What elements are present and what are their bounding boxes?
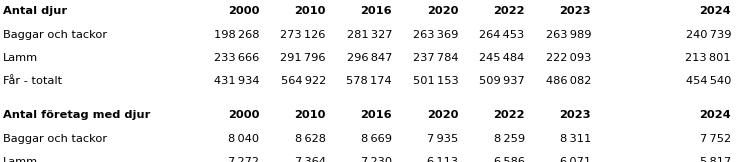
Text: 7 935: 7 935: [427, 134, 458, 144]
Text: Lamm: Lamm: [3, 157, 38, 162]
Text: Antal djur: Antal djur: [3, 6, 67, 17]
Text: 2020: 2020: [427, 110, 458, 121]
Text: 2016: 2016: [360, 6, 392, 17]
Text: Lamm: Lamm: [3, 53, 38, 63]
Text: 2022: 2022: [493, 6, 525, 17]
Text: 213 801: 213 801: [685, 53, 731, 63]
Text: 2000: 2000: [228, 110, 259, 121]
Text: 2010: 2010: [294, 110, 326, 121]
Text: 222 093: 222 093: [545, 53, 591, 63]
Text: 8 628: 8 628: [295, 134, 326, 144]
Text: 281 327: 281 327: [346, 30, 392, 40]
Text: 240 739: 240 739: [685, 30, 731, 40]
Text: 264 453: 264 453: [480, 30, 525, 40]
Text: 2023: 2023: [559, 110, 591, 121]
Text: 263 369: 263 369: [413, 30, 458, 40]
Text: 454 540: 454 540: [685, 76, 731, 86]
Text: 2020: 2020: [427, 6, 458, 17]
Text: 501 153: 501 153: [413, 76, 458, 86]
Text: 8 040: 8 040: [228, 134, 259, 144]
Text: Baggar och tackor: Baggar och tackor: [3, 30, 107, 40]
Text: Antal företag med djur: Antal företag med djur: [3, 110, 150, 121]
Text: Baggar och tackor: Baggar och tackor: [3, 134, 107, 144]
Text: 237 784: 237 784: [413, 53, 458, 63]
Text: 2024: 2024: [699, 110, 731, 121]
Text: 6 113: 6 113: [427, 157, 458, 162]
Text: 7 752: 7 752: [700, 134, 731, 144]
Text: 431 934: 431 934: [214, 76, 259, 86]
Text: 6 586: 6 586: [494, 157, 525, 162]
Text: 233 666: 233 666: [214, 53, 259, 63]
Text: 2023: 2023: [559, 6, 591, 17]
Text: 2022: 2022: [493, 110, 525, 121]
Text: 263 989: 263 989: [545, 30, 591, 40]
Text: 7 272: 7 272: [228, 157, 259, 162]
Text: 486 082: 486 082: [545, 76, 591, 86]
Text: 509 937: 509 937: [479, 76, 525, 86]
Text: 564 922: 564 922: [281, 76, 326, 86]
Text: 198 268: 198 268: [214, 30, 259, 40]
Text: 8 669: 8 669: [361, 134, 392, 144]
Text: 291 796: 291 796: [280, 53, 326, 63]
Text: 5 817: 5 817: [700, 157, 731, 162]
Text: 296 847: 296 847: [346, 53, 392, 63]
Text: 7 230: 7 230: [361, 157, 392, 162]
Text: 2016: 2016: [360, 110, 392, 121]
Text: 273 126: 273 126: [280, 30, 326, 40]
Text: 7 364: 7 364: [295, 157, 326, 162]
Text: 8 259: 8 259: [494, 134, 525, 144]
Text: 578 174: 578 174: [346, 76, 392, 86]
Text: 8 311: 8 311: [560, 134, 591, 144]
Text: 245 484: 245 484: [480, 53, 525, 63]
Text: 6 071: 6 071: [560, 157, 591, 162]
Text: Får - totalt: Får - totalt: [3, 76, 62, 86]
Text: 2000: 2000: [228, 6, 259, 17]
Text: 2010: 2010: [294, 6, 326, 17]
Text: 2024: 2024: [699, 6, 731, 17]
